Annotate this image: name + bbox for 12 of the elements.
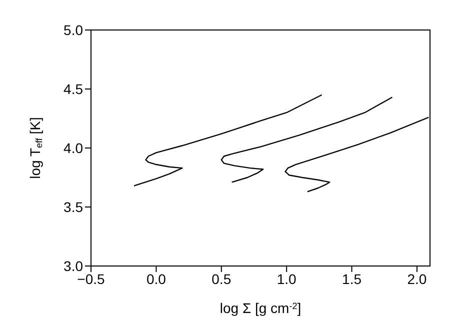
x-tick-label: 0.0 — [146, 270, 166, 287]
x-tick-label: 1.0 — [276, 270, 297, 287]
x-tick-label: 0.5 — [212, 270, 232, 287]
y-tick-label: 3.5 — [64, 198, 84, 215]
line-series — [133, 94, 322, 186]
y-tick-label: 4.5 — [64, 80, 84, 97]
x-tick-label: 1.5 — [342, 270, 362, 287]
x-tick-label: 2.0 — [407, 270, 427, 287]
x-axis-title: log Σ [g cm$^{-2}$] — [220, 300, 302, 316]
y-tick-label: 5.0 — [64, 22, 84, 38]
line-series — [220, 96, 393, 183]
y-tick-label: 4.0 — [64, 140, 84, 156]
